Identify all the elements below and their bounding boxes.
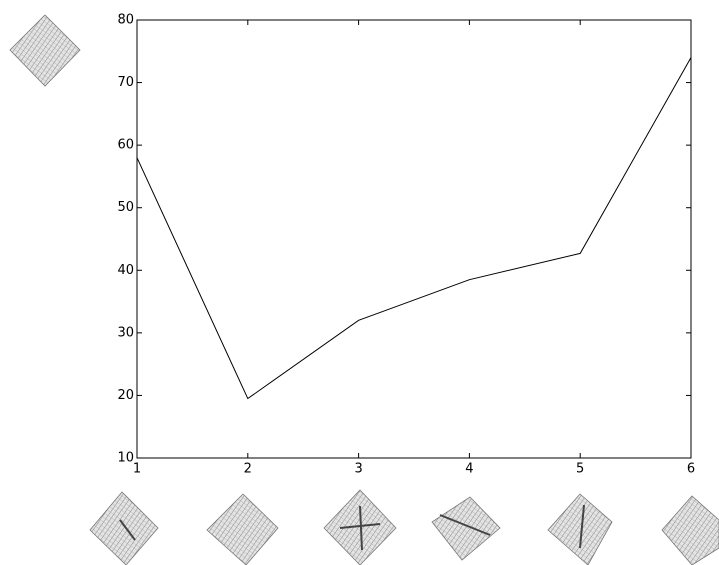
- y-tick-label: 20: [117, 388, 134, 403]
- x-tick-label: 4: [465, 462, 473, 477]
- x-tick-label: 6: [687, 462, 695, 477]
- thumbnail: [662, 496, 719, 565]
- thumbnail: [432, 497, 500, 560]
- x-tick-label: 3: [354, 462, 362, 477]
- x-tick-label: 2: [244, 462, 252, 477]
- y-tick-label: 70: [117, 75, 134, 90]
- data-line: [137, 58, 691, 399]
- shape-thumbnails: [10, 15, 719, 565]
- thumbnail: [548, 494, 612, 565]
- y-tick-label: 60: [117, 138, 134, 153]
- thumbnail: [207, 494, 278, 565]
- y-tick-label: 50: [117, 200, 134, 215]
- y-tick-label: 30: [117, 325, 134, 340]
- plot-frame: [137, 20, 691, 458]
- thumbnail: [10, 15, 80, 86]
- chart: 10 20 30 40 50 60 70 80 1 2 3 4 5 6: [0, 0, 719, 565]
- y-tick-label: 40: [117, 263, 134, 278]
- x-tick-label: 5: [576, 462, 584, 477]
- y-tick-label: 80: [117, 13, 134, 28]
- x-tick-label: 1: [133, 462, 141, 477]
- thumbnail: [90, 492, 158, 565]
- y-tick-label: 10: [117, 451, 134, 466]
